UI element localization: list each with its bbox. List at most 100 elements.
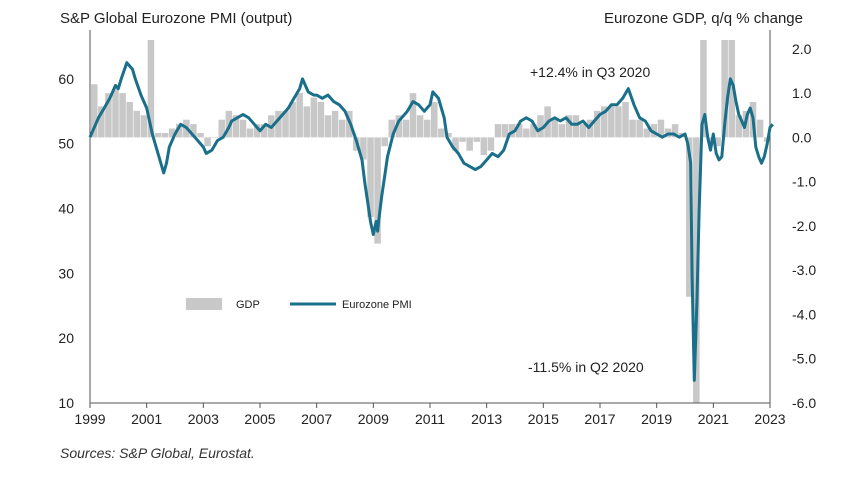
gdp-bar [140, 115, 148, 138]
gdp-bar [537, 115, 544, 138]
annotations: +12.4% in Q3 2020 -11.5% in Q2 2020 [528, 64, 650, 375]
right-tick-label: 1.0 [792, 85, 812, 101]
gdp-bar [282, 110, 289, 138]
left-tick-label: 40 [58, 201, 74, 217]
legend: GDP Eurozone PMI [186, 298, 412, 311]
right-tick-label: -4.0 [792, 306, 816, 322]
gdp-bar [707, 137, 714, 142]
gdp-bar [360, 137, 367, 160]
gdp-bar [643, 128, 651, 138]
gdp-bar [714, 137, 721, 147]
gdp-bar [445, 132, 452, 138]
x-tick-label: 2015 [528, 411, 559, 427]
gdp-bar [657, 119, 665, 138]
x-tick-label: 1999 [74, 411, 105, 427]
gdp-bar [416, 115, 424, 138]
gdp-bar [374, 137, 381, 244]
gdp-bar [147, 40, 155, 138]
gdp-bars [91, 40, 771, 403]
x-tick-label: 2007 [301, 411, 332, 427]
source-note: Sources: S&P Global, Eurostat. [60, 445, 255, 461]
gdp-bar [409, 93, 417, 138]
gdp-bar [608, 106, 615, 138]
gdp-bar [296, 93, 303, 138]
gdp-bar [558, 124, 566, 138]
gdp-bar [176, 124, 183, 138]
right-tick-label: -3.0 [792, 262, 816, 278]
left-tick-label: 50 [58, 136, 74, 152]
left-tick-label: 20 [58, 330, 74, 346]
gdp-bar [671, 124, 679, 138]
right-tick-label: 2.0 [792, 41, 812, 57]
gdp-bar [586, 119, 594, 138]
left-tick-label: 60 [58, 71, 74, 87]
gdp-bar [501, 124, 509, 138]
gdp-bar [168, 128, 176, 138]
gdp-bar [261, 124, 268, 138]
gdp-bar [253, 124, 261, 138]
gdp-bar [756, 119, 764, 138]
gdp-bar [275, 110, 282, 138]
gdp-bar [289, 101, 296, 138]
gdp-bar [700, 40, 707, 138]
gdp-bar [310, 97, 318, 138]
pmi-line [88, 61, 774, 382]
gdp-bar [523, 128, 530, 138]
gdp-bar [402, 119, 410, 138]
left-axis-title: S&P Global Eurozone PMI (output) [60, 10, 293, 27]
gdp-bar [551, 119, 558, 138]
gdp-bar [133, 110, 141, 138]
gdp-bar [615, 106, 622, 138]
legend-gdp-label: GDP [236, 299, 260, 311]
gdp-bar [473, 137, 481, 142]
gdp-bar [629, 119, 636, 138]
gdp-bar [239, 119, 247, 138]
gdp-bar [572, 115, 580, 138]
gdp-bar [622, 101, 629, 138]
gdp-bar [98, 106, 105, 138]
gdp-bar [381, 137, 388, 147]
left-tick-label: 30 [58, 265, 74, 281]
axes [89, 30, 771, 408]
x-tick-label: 2003 [188, 411, 219, 427]
gdp-bar [331, 110, 339, 138]
gdp-bar [388, 119, 396, 138]
x-tick-label: 2001 [131, 411, 162, 427]
gdp-bar [516, 124, 523, 138]
gdp-bar [190, 124, 197, 138]
left-tick-label: 10 [58, 395, 74, 411]
right-tick-label: -2.0 [792, 218, 816, 234]
right-tick-label: -1.0 [792, 174, 816, 190]
gdp-bar [565, 115, 573, 138]
gdp-bar [593, 110, 601, 138]
right-axis-title: Eurozone GDP, q/q % change [603, 10, 803, 27]
gdp-bar [161, 132, 169, 138]
gdp-bar [218, 119, 226, 138]
gdp-bar [112, 88, 119, 138]
right-tick-label: -6.0 [792, 395, 816, 411]
gdp-bar [494, 124, 502, 138]
x-tick-label: 2009 [358, 411, 389, 427]
gdp-bar [232, 115, 240, 138]
gdp-bar [686, 137, 693, 297]
gdp-bar [735, 115, 743, 138]
gdp-bar [211, 137, 218, 138]
annotation-q2-2020: -11.5% in Q2 2020 [528, 359, 644, 375]
gdp-bar [636, 119, 643, 138]
gdp-bar [303, 106, 311, 138]
x-tick-label: 2017 [584, 411, 615, 427]
gdp-bar [204, 137, 211, 147]
gdp-bar [438, 128, 445, 138]
x-tick-label: 2023 [754, 411, 785, 427]
gdp-bar [395, 115, 403, 138]
right-tick-label: -5.0 [792, 351, 816, 367]
pmi-line-group [88, 61, 774, 382]
gdp-bar [91, 84, 98, 138]
gdp-bar [487, 137, 495, 151]
gdp-bar [452, 137, 459, 151]
right-tick-label: 0.0 [792, 129, 812, 145]
gdp-bar [721, 40, 728, 138]
gdp-bar [246, 128, 254, 138]
gdp-bar [367, 137, 374, 218]
